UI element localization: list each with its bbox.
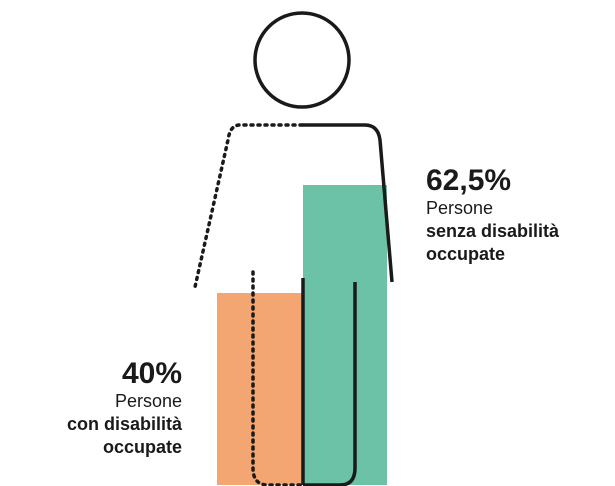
chart: 40%Personecon disabilitàoccupate62,5%Per… bbox=[0, 0, 615, 486]
category-label: occupate bbox=[103, 437, 182, 457]
category-label: occupate bbox=[426, 244, 505, 264]
head bbox=[255, 13, 349, 107]
value-label: 40% bbox=[122, 357, 182, 390]
bar bbox=[217, 293, 303, 485]
page: 40%Personecon disabilitàoccupate62,5%Per… bbox=[0, 0, 615, 486]
category-label: con disabilità bbox=[67, 414, 183, 434]
shoulder-dotted bbox=[195, 125, 302, 287]
category-label: senza disabilità bbox=[426, 221, 560, 241]
value-label: 62,5% bbox=[426, 164, 511, 197]
bar bbox=[303, 185, 387, 485]
category-label: Persone bbox=[426, 198, 493, 218]
category-label: Persone bbox=[115, 391, 182, 411]
